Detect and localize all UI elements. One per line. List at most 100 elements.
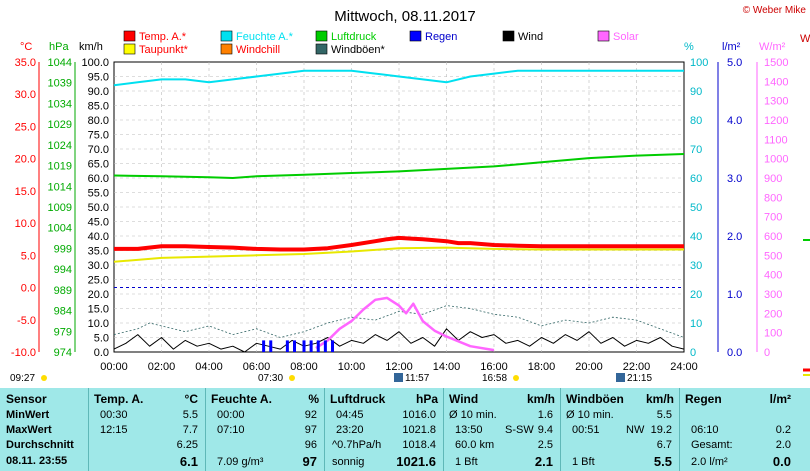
wind-axis-unit: km/h xyxy=(79,41,103,53)
solar-tick-label: 500 xyxy=(764,250,782,262)
legend-label: Regen xyxy=(425,31,457,43)
temp-max-value: 7.7 xyxy=(182,424,198,436)
wind-tick-label: 75.0 xyxy=(88,130,109,142)
gust-avg10-value: 5.5 xyxy=(656,409,672,421)
x-tick-label: 06:00 xyxy=(243,361,271,373)
legend-swatch xyxy=(220,43,233,55)
x-tick-label: 18:00 xyxy=(528,361,556,373)
wind-column: Wind km/h Ø 10 min. 1.6 13:50 S-SW 9.4 6… xyxy=(449,388,559,471)
rain-max-value: 0.2 xyxy=(775,424,791,436)
humidity-min-value: 92 xyxy=(304,409,317,421)
temp-tick-label: 20.0 xyxy=(15,154,36,166)
temp-max-time: 12:15 xyxy=(100,424,128,436)
wind-unit: km/h xyxy=(526,392,555,406)
wind-tick-label: 35.0 xyxy=(88,246,109,258)
humidity-tick-label: 100 xyxy=(690,57,708,69)
solar-tick-label: 600 xyxy=(764,231,782,243)
solar-tick-label: 900 xyxy=(764,173,782,185)
x-tick-label: 04:00 xyxy=(195,361,223,373)
solar-tick-label: 1000 xyxy=(764,154,788,166)
legend-label: Windböen* xyxy=(331,44,386,56)
rain-bar xyxy=(269,340,273,352)
wind-tick-label: 65.0 xyxy=(88,159,109,171)
column-divider xyxy=(560,388,561,471)
series-line-luftdruck xyxy=(113,153,685,179)
wind-tick-label: 0.0 xyxy=(94,347,109,359)
legend-swatch xyxy=(123,30,136,42)
rain-today: 2.0 l/m² xyxy=(691,456,728,468)
pressure-current-value: 1021.6 xyxy=(396,454,436,469)
temp-avg-value: 6.25 xyxy=(176,439,198,451)
gust-max-direction: NW xyxy=(626,424,645,436)
solar-tick-label: 0 xyxy=(764,347,770,359)
pressure-tick-label: 979 xyxy=(54,326,72,338)
humidity-tick-label: 10 xyxy=(690,318,702,330)
wind-tick-label: 55.0 xyxy=(88,188,109,200)
rain-total-label: Gesamt: xyxy=(691,439,733,451)
column-divider xyxy=(324,388,325,471)
humidity-min-time: 00:00 xyxy=(217,409,245,421)
temp-tick-label: 0.0 xyxy=(21,283,36,295)
wind-tick-label: 100.0 xyxy=(81,57,109,69)
rain-bar xyxy=(316,340,320,352)
wind-header: Wind xyxy=(449,392,479,406)
rain-tick-label: 3.0 xyxy=(727,173,742,185)
rain-total-value: 2.0 xyxy=(775,439,791,451)
wind-avg10-value: 1.6 xyxy=(537,409,553,421)
solar-tick-label: 300 xyxy=(764,289,782,301)
series-line-wind xyxy=(113,328,685,353)
pressure-tick-label: 989 xyxy=(54,285,72,297)
solar-tick-label: 700 xyxy=(764,212,782,224)
solar-tick-label: 1300 xyxy=(764,96,788,108)
pressure-forecast: sonnig xyxy=(332,456,365,468)
temp-header: Temp. A. xyxy=(94,392,144,406)
humidity-current-value: 97 xyxy=(302,454,317,469)
rain-tick-label: 0.0 xyxy=(727,347,742,359)
humidity-tick-label: 40 xyxy=(690,231,702,243)
x-tick-label: 12:00 xyxy=(385,361,413,373)
pressure-axis-unit: hPa xyxy=(49,41,69,53)
wind-tick-label: 5.0 xyxy=(94,333,109,345)
temp-tick-label: 10.0 xyxy=(15,218,36,230)
temp-tick-label: -10.0 xyxy=(11,347,36,359)
pressure-tick-label: 984 xyxy=(54,306,72,318)
humidity-header: Feuchte A. xyxy=(211,392,272,406)
copyright-label: © Weber Mike xyxy=(743,5,807,16)
legend-swatch xyxy=(315,30,328,42)
solar-tick-label: 1200 xyxy=(764,115,788,127)
humidity-column: Feuchte A. % 00:00 92 07:10 97 96 7.09 g… xyxy=(211,388,323,471)
temp-tick-label: 15.0 xyxy=(15,186,36,198)
legend-swatch xyxy=(315,43,328,55)
legend-label: Solar xyxy=(613,31,639,43)
pressure-unit: hPa xyxy=(415,392,438,406)
rain-bar xyxy=(285,340,289,352)
weather-chart: Mittwoch, 08.11.2017 © Weber Mike Temp. A.… xyxy=(10,5,810,384)
pressure-tick-label: 1044 xyxy=(48,57,72,69)
pressure-tick-label: 1009 xyxy=(48,202,72,214)
row-label-current: 08.11. 23:55 xyxy=(6,455,68,467)
humidity-axis-unit: % xyxy=(684,41,694,53)
humidity-tick-label: 0 xyxy=(690,347,696,359)
gust-unit: km/h xyxy=(645,392,674,406)
moon-time: 21:15 xyxy=(627,373,652,384)
legend-label: Taupunkt* xyxy=(139,44,189,56)
humidity-abs: 7.09 g/m³ xyxy=(217,456,264,468)
gust-current-value: 5.5 xyxy=(653,454,672,469)
pressure-tick-label: 1004 xyxy=(48,223,72,235)
moon-icon xyxy=(616,373,625,382)
x-tick-label: 00:00 xyxy=(100,361,128,373)
temp-axis-unit: °C xyxy=(20,41,32,53)
wind-max-direction: S-SW xyxy=(505,424,534,436)
legend-swatch xyxy=(123,43,136,55)
pressure-avg-value: 1018.4 xyxy=(402,439,436,451)
rain-tick-label: 5.0 xyxy=(727,57,742,69)
right-edge-label: W xyxy=(800,33,810,45)
sunset-time: 16:58 xyxy=(482,373,507,384)
series-line-taupunkt xyxy=(113,246,684,263)
legend-label: Temp. A.* xyxy=(139,31,187,43)
temp-tick-label: 5.0 xyxy=(21,250,36,262)
wind-max-value: 9.4 xyxy=(537,424,553,436)
temp-column: Temp. A. °C 00:30 5.5 12:15 7.7 6.25 6.1 xyxy=(94,388,204,471)
x-tick-label: 16:00 xyxy=(480,361,508,373)
wind-tick-label: 50.0 xyxy=(88,202,109,214)
